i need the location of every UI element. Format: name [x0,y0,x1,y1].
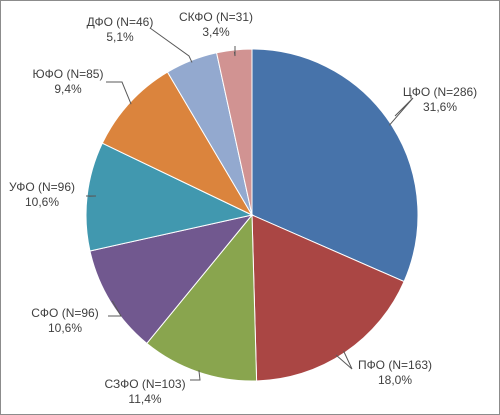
leader-line [106,81,132,105]
leader-line [335,350,353,370]
slice-percent-label: 3,4% [202,25,230,39]
slice-label: ЦФО (N=286) [403,85,477,99]
leader-line [233,46,236,57]
slice-label: ДФО (N=46) [87,15,154,29]
leader-line [388,97,414,126]
slice-labels: ЦФО (N=286)31,6% ПФО (N=163)18,0% СЗФО (N=… [9,10,477,406]
leader-line [190,370,201,381]
pie-slice [146,213,258,382]
slice-percent-label: 10,6% [48,321,82,335]
slice-percent-label: 5,1% [106,30,134,44]
slice-label: УФО (N=96) [9,180,75,194]
slice-label: СЗФО (N=103) [104,377,185,391]
pie-slice [101,71,254,217]
leader-line [149,27,193,63]
pie-slice [89,214,254,345]
slice-label: СКФО (N=31) [179,10,253,24]
slice-percent-label: 10,6% [25,195,59,209]
slice-percent-label: 18,0% [378,373,412,387]
slice-percent-label: 9,4% [54,82,82,96]
slice-percent-label: 11,4% [128,392,161,406]
slice-label: ЮФО (N=85) [33,67,104,81]
slice-label: СФО (N=96) [31,306,98,320]
slice-percent-label: 31,6% [423,100,457,114]
leader-line [108,300,122,317]
leader-lines [86,27,414,381]
slice-label: ПФО (N=163) [358,358,432,372]
pie-slices [85,48,419,382]
pie-slice [215,48,253,216]
